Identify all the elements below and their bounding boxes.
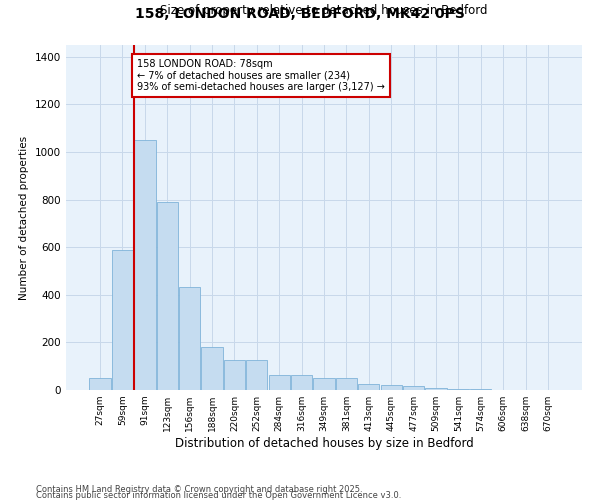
Bar bbox=[246, 360, 268, 390]
Bar bbox=[291, 374, 312, 390]
Bar bbox=[179, 286, 200, 390]
Text: 158, LONDON ROAD, BEDFORD, MK42 0PS: 158, LONDON ROAD, BEDFORD, MK42 0PS bbox=[135, 8, 465, 22]
Bar bbox=[470, 389, 491, 390]
Bar bbox=[403, 386, 424, 390]
Bar bbox=[89, 378, 111, 390]
Bar bbox=[313, 378, 335, 390]
Bar bbox=[112, 250, 133, 390]
Y-axis label: Number of detached properties: Number of detached properties bbox=[19, 136, 29, 300]
Bar bbox=[336, 378, 357, 390]
Text: Contains public sector information licensed under the Open Government Licence v3: Contains public sector information licen… bbox=[36, 490, 401, 500]
Bar bbox=[269, 374, 290, 390]
Bar bbox=[380, 385, 402, 390]
Bar bbox=[134, 140, 155, 390]
Bar bbox=[358, 384, 379, 390]
Bar bbox=[224, 360, 245, 390]
Bar bbox=[202, 347, 223, 390]
Bar bbox=[448, 389, 469, 390]
Title: Size of property relative to detached houses in Bedford: Size of property relative to detached ho… bbox=[160, 4, 488, 18]
Bar bbox=[425, 388, 446, 390]
X-axis label: Distribution of detached houses by size in Bedford: Distribution of detached houses by size … bbox=[175, 437, 473, 450]
Text: Contains HM Land Registry data © Crown copyright and database right 2025.: Contains HM Land Registry data © Crown c… bbox=[36, 485, 362, 494]
Text: 158 LONDON ROAD: 78sqm
← 7% of detached houses are smaller (234)
93% of semi-det: 158 LONDON ROAD: 78sqm ← 7% of detached … bbox=[137, 60, 385, 92]
Bar bbox=[157, 202, 178, 390]
